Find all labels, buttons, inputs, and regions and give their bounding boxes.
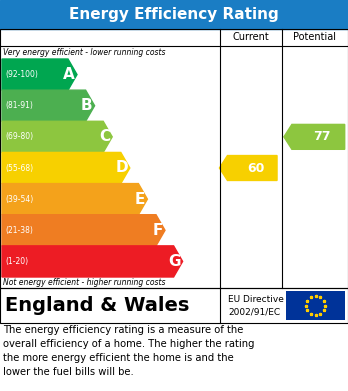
Polygon shape bbox=[2, 90, 95, 121]
Text: Energy Efficiency Rating: Energy Efficiency Rating bbox=[69, 7, 279, 22]
Polygon shape bbox=[2, 183, 148, 215]
Bar bbox=[0, 0, 348, 29]
Text: (1-20): (1-20) bbox=[5, 257, 28, 266]
Text: (21-38): (21-38) bbox=[5, 226, 33, 235]
Polygon shape bbox=[2, 59, 77, 90]
Text: England & Wales: England & Wales bbox=[5, 296, 189, 315]
Text: (55-68): (55-68) bbox=[5, 163, 33, 172]
Polygon shape bbox=[220, 156, 277, 181]
Polygon shape bbox=[284, 124, 345, 149]
Text: C: C bbox=[99, 129, 110, 144]
Text: F: F bbox=[153, 223, 163, 238]
Text: E: E bbox=[135, 192, 145, 206]
Text: 60: 60 bbox=[247, 161, 265, 174]
Text: Potential: Potential bbox=[293, 32, 337, 43]
Text: (69-80): (69-80) bbox=[5, 133, 33, 142]
Bar bbox=[0, 29, 348, 288]
Bar bbox=[286, 291, 345, 320]
Text: (39-54): (39-54) bbox=[5, 195, 33, 204]
Text: (81-91): (81-91) bbox=[5, 101, 33, 110]
Text: The energy efficiency rating is a measure of the
overall efficiency of a home. T: The energy efficiency rating is a measur… bbox=[3, 325, 254, 377]
Text: A: A bbox=[63, 67, 75, 82]
Bar bbox=[0, 288, 348, 323]
Polygon shape bbox=[2, 246, 183, 277]
Text: B: B bbox=[81, 98, 93, 113]
Text: (92-100): (92-100) bbox=[5, 70, 38, 79]
Text: D: D bbox=[115, 160, 128, 176]
Text: 77: 77 bbox=[314, 130, 331, 143]
Text: Very energy efficient - lower running costs: Very energy efficient - lower running co… bbox=[3, 48, 166, 57]
Text: EU Directive
2002/91/EC: EU Directive 2002/91/EC bbox=[228, 295, 284, 316]
Text: Not energy efficient - higher running costs: Not energy efficient - higher running co… bbox=[3, 278, 166, 287]
Polygon shape bbox=[2, 215, 165, 246]
Text: G: G bbox=[168, 254, 181, 269]
Polygon shape bbox=[2, 152, 130, 183]
Polygon shape bbox=[2, 121, 112, 152]
Text: Current: Current bbox=[232, 32, 269, 43]
